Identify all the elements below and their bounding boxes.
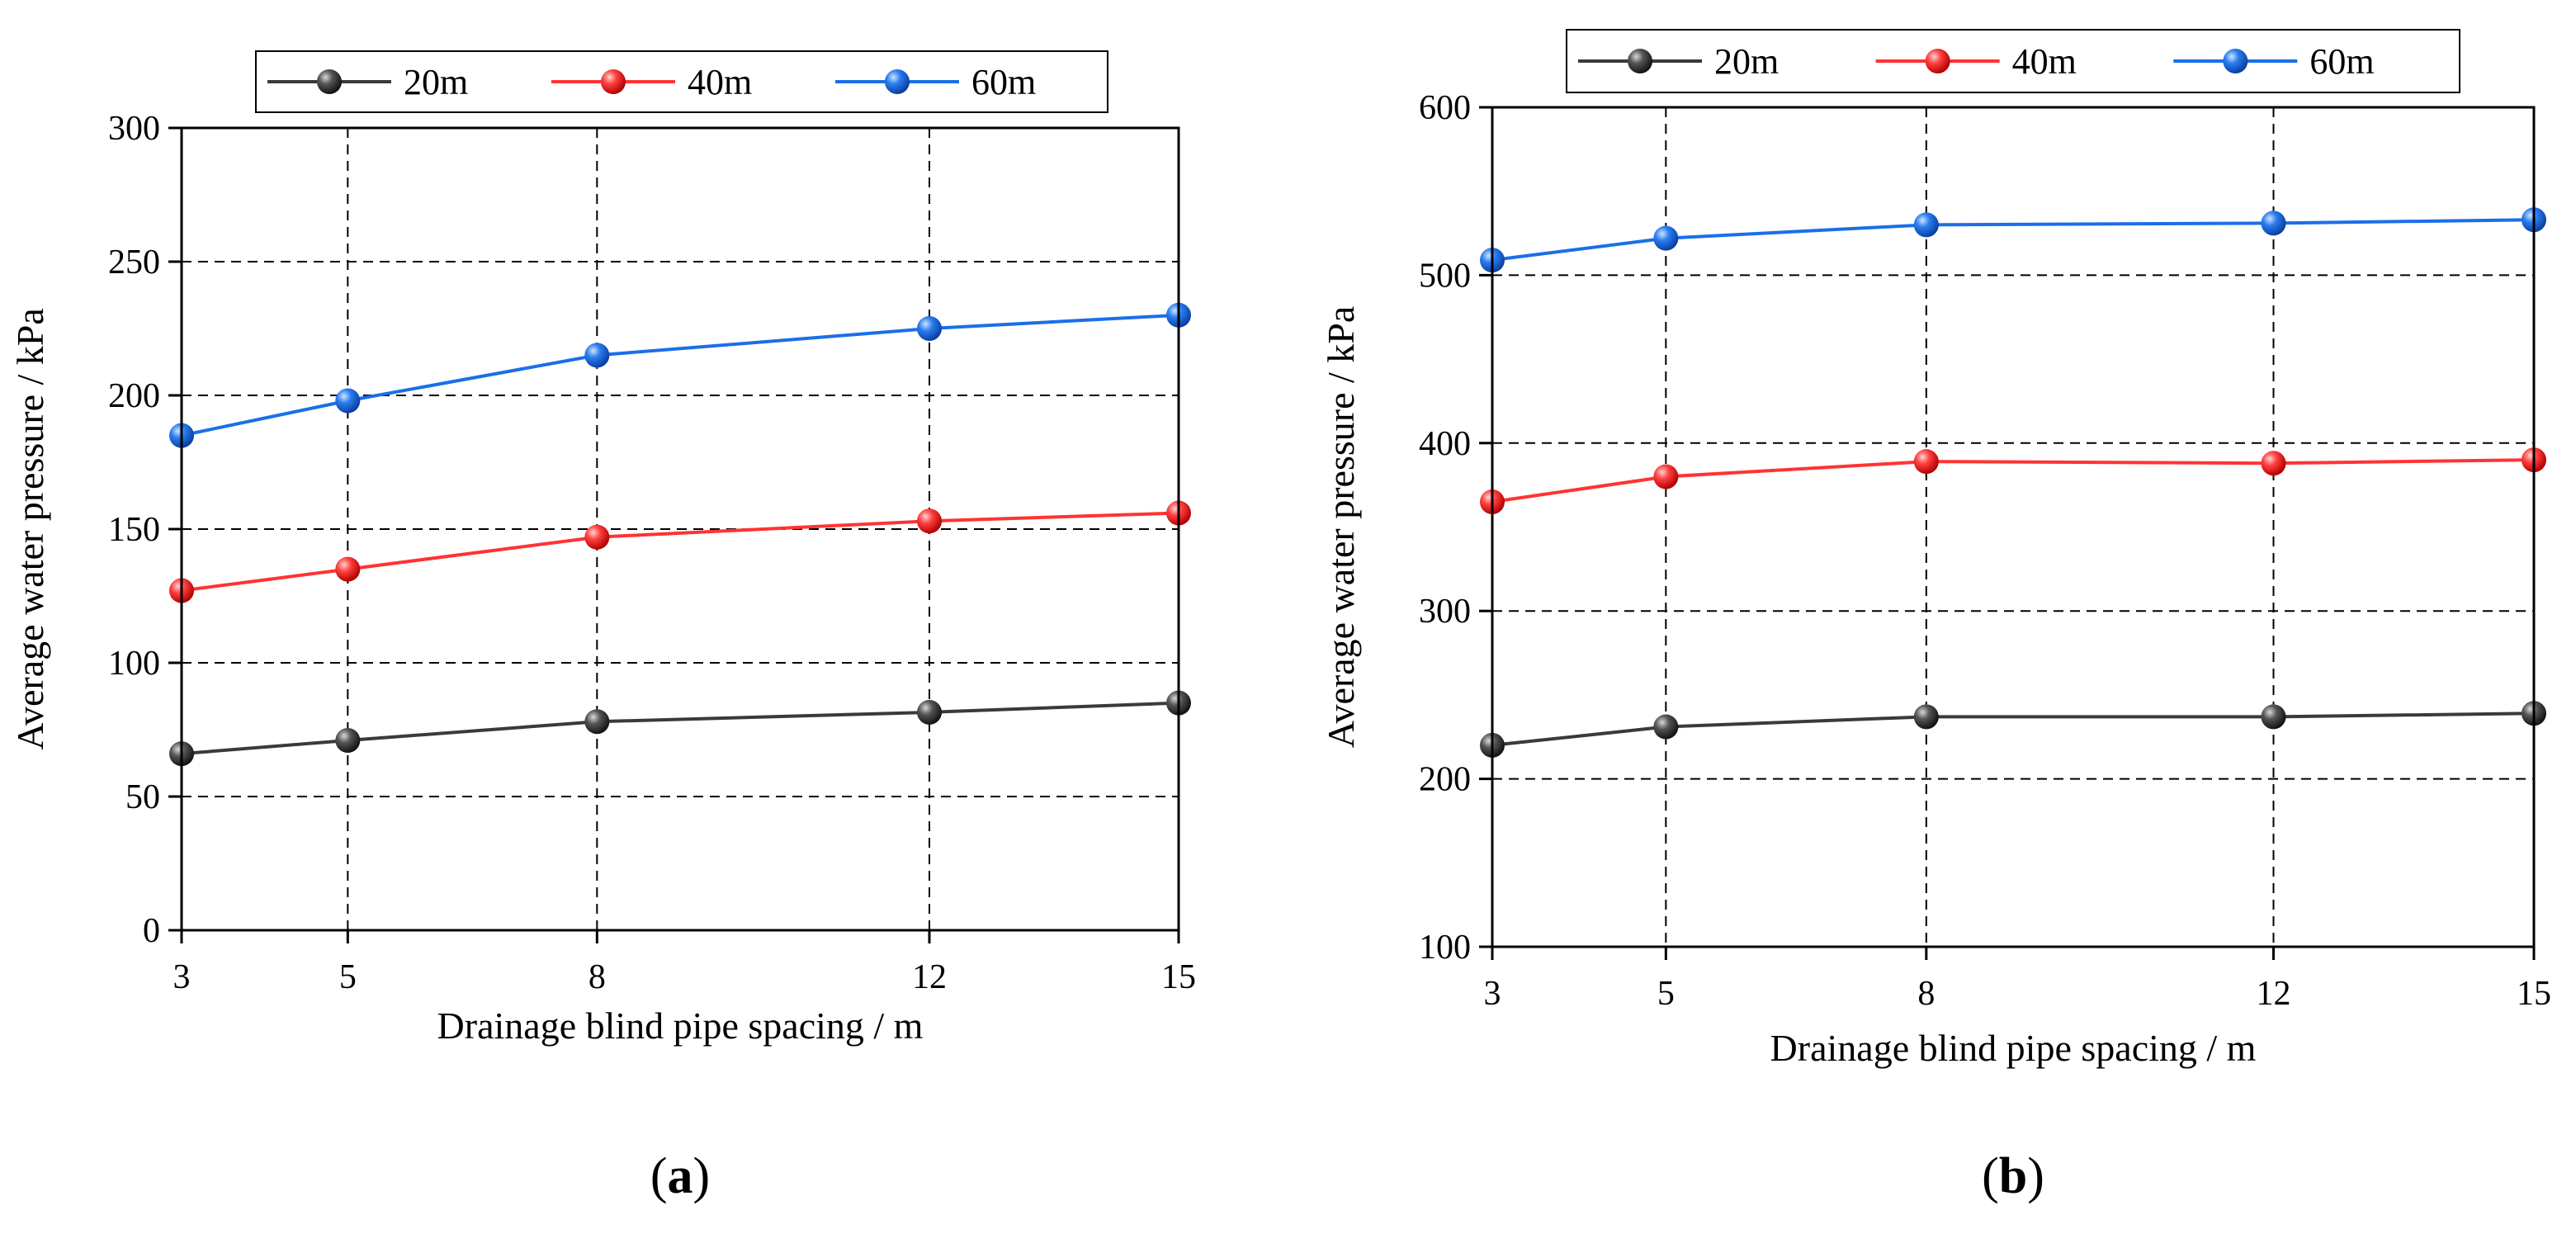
grid-lines <box>182 128 1179 930</box>
legend-swatch-marker <box>885 69 910 94</box>
panel-label: (a) <box>650 1148 710 1204</box>
data-point-40m <box>584 524 610 550</box>
y-tick-label: 100 <box>1419 929 1471 967</box>
legend-swatch-marker <box>2223 49 2248 73</box>
series-layer <box>169 302 1191 767</box>
data-point-60m <box>2261 210 2286 236</box>
x-tick-label: 5 <box>1657 975 1675 1013</box>
x-axis-title: Drainage blind pipe spacing / m <box>437 1005 924 1047</box>
legend-label: 20m <box>404 62 468 102</box>
x-tick-label: 12 <box>2257 975 2291 1013</box>
data-point-60m <box>917 316 942 341</box>
panel-label-letter: a <box>668 1148 693 1204</box>
legend-label: 60m <box>971 62 1036 102</box>
data-point-20m <box>917 699 942 725</box>
data-point-40m <box>2261 451 2286 476</box>
chart-panel-b: 3 5 8 12 15 100 200 300 400 500 600 Drainage blind… <box>1320 29 2551 1204</box>
y-tick-label: 150 <box>108 511 160 549</box>
y-tick-label: 50 <box>125 778 160 816</box>
data-point-20m <box>1913 704 1939 730</box>
series-line-40m <box>1491 458 2535 504</box>
legend: 20m 40m 60m <box>1566 29 2460 93</box>
data-point-20m <box>335 727 361 753</box>
y-tick-label: 0 <box>143 912 160 950</box>
series-line-60m <box>1491 218 2535 262</box>
x-tick-label: 5 <box>339 958 357 996</box>
x-tick-label: 12 <box>912 958 947 996</box>
y-tick-label: 250 <box>108 243 160 281</box>
grid-lines <box>1492 107 2534 947</box>
data-point-40m <box>1653 464 1679 489</box>
y-tick-label: 500 <box>1419 257 1471 295</box>
y-tick-label: 200 <box>1419 761 1471 799</box>
legend-swatch-marker <box>601 69 626 94</box>
x-tick-label: 8 <box>588 958 606 996</box>
x-tick-label: 15 <box>2517 975 2551 1013</box>
legend-label: 20m <box>1714 41 1779 82</box>
data-point-60m <box>584 343 610 368</box>
data-point-60m <box>1653 225 1679 251</box>
legend-box <box>1566 29 2460 93</box>
legend: 20m 40m 60m <box>255 50 1108 113</box>
y-tick-label: 400 <box>1419 425 1471 463</box>
legend-swatch-marker <box>317 69 342 94</box>
series-line-40m <box>181 511 1179 593</box>
data-point-40m <box>917 508 942 534</box>
y-tick-label: 300 <box>1419 593 1471 631</box>
data-point-60m <box>1913 212 1939 238</box>
series-layer <box>1480 207 2546 758</box>
legend-label: 60m <box>2309 41 2374 82</box>
x-axis-title: Drainage blind pipe spacing / m <box>1770 1027 2257 1069</box>
tick-layer: 3 5 8 12 15 100 200 300 400 500 600 <box>1419 89 2551 1013</box>
panel-label-letter: b <box>1999 1148 2027 1204</box>
data-point-40m <box>1913 449 1939 475</box>
x-tick-label: 3 <box>1484 975 1501 1013</box>
plot-frame <box>180 126 1180 932</box>
y-axis-title: Average water pressure / kPa <box>1320 306 1362 749</box>
series-line-20m <box>181 701 1179 756</box>
x-tick-label: 15 <box>1161 958 1196 996</box>
data-point-20m <box>584 709 610 735</box>
y-tick-label: 100 <box>108 645 160 683</box>
y-tick-label: 600 <box>1419 89 1471 127</box>
legend-label: 40m <box>2012 41 2077 82</box>
x-tick-label: 3 <box>173 958 191 996</box>
series-line-60m <box>181 313 1179 437</box>
legend-box <box>255 50 1108 113</box>
data-point-20m <box>2261 704 2286 730</box>
plot-frame <box>1491 106 2536 948</box>
y-axis-title: Average water pressure / kPa <box>9 308 51 750</box>
panel-label: (b) <box>1982 1148 2044 1204</box>
data-point-20m <box>1653 714 1679 740</box>
x-tick-label: 8 <box>1917 975 1935 1013</box>
y-tick-label: 300 <box>108 110 160 148</box>
series-line-20m <box>1491 712 2535 747</box>
y-tick-label: 200 <box>108 377 160 415</box>
legend-swatch-marker <box>1925 49 1950 73</box>
data-point-40m <box>335 556 361 582</box>
data-point-60m <box>335 388 361 414</box>
legend-swatch-marker <box>1628 49 1652 73</box>
legend-label: 40m <box>688 62 752 102</box>
